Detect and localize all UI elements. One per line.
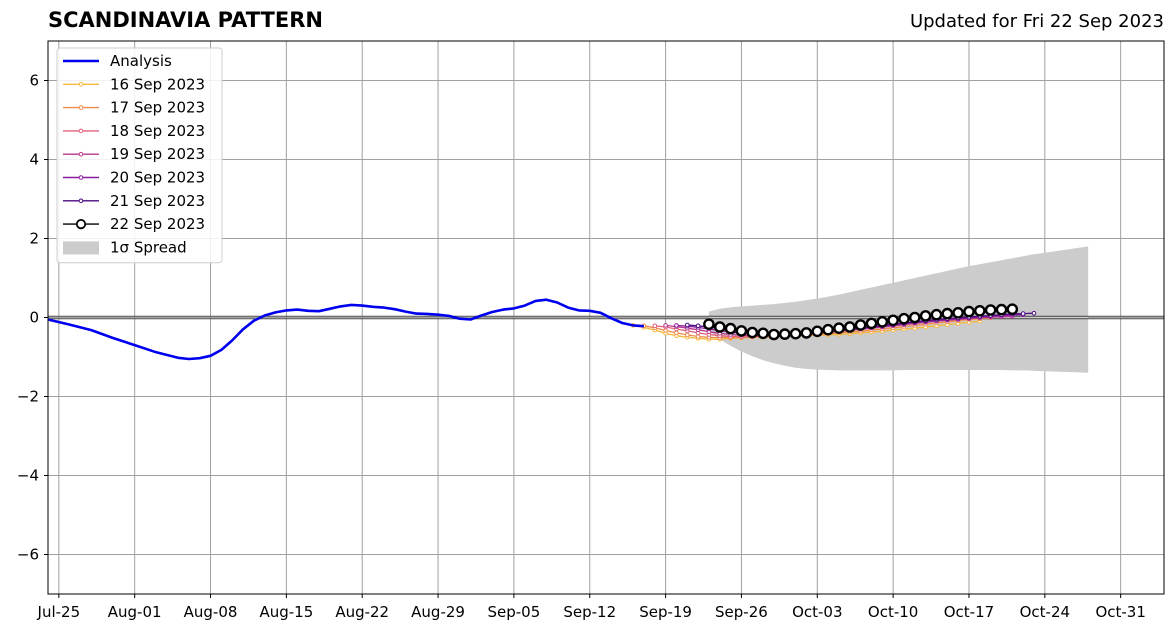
series-group (47, 298, 1037, 361)
forecast-point (919, 310, 932, 322)
forecast-point (674, 330, 679, 336)
x-tick-label: Sep-05 (488, 603, 541, 621)
legend-label: 21 Sep 2023 (110, 192, 205, 210)
forecast-point (844, 321, 856, 333)
legend-entry: 19 Sep 2023 (63, 145, 205, 163)
legend: Analysis 16 Sep 2023 17 Sep 2023 18 Sep 202… (56, 47, 223, 264)
forecast-point (724, 322, 737, 335)
chart-updated-subtitle: Updated for Fri 22 Sep 2023 (909, 11, 1164, 32)
x-tick-label: Aug-01 (108, 603, 162, 621)
legend-box (56, 47, 223, 264)
y-axis: −6 −4 −2 0 2 4 6 (17, 72, 48, 564)
x-tick-label: Aug-22 (335, 603, 389, 621)
legend-entry: 16 Sep 2023 (63, 75, 205, 93)
forecast-point (995, 303, 1008, 316)
legend-marker (78, 128, 84, 134)
legend-marker (78, 105, 84, 110)
chart-title: SCANDINAVIA PATTERN (48, 8, 323, 32)
legend-marker (78, 151, 84, 157)
forecast-point (768, 328, 780, 341)
forecast-point (952, 306, 964, 319)
spread-band (708, 246, 1089, 373)
forecast-point (876, 315, 889, 328)
forecast-point (685, 332, 690, 338)
legend-label: Analysis (110, 52, 172, 70)
legend-marker (78, 198, 84, 204)
legend-entry: 17 Sep 2023 (63, 99, 205, 117)
x-tick-label: Oct-03 (792, 603, 842, 621)
x-tick-label: Jul-25 (37, 603, 81, 621)
y-tick-label: −4 (17, 467, 39, 485)
forecast-point (703, 318, 715, 331)
legend-label: 20 Sep 2023 (110, 169, 205, 187)
analysis-line (47, 298, 644, 361)
legend-label: 19 Sep 2023 (110, 145, 205, 163)
x-tick-label: Aug-29 (411, 603, 465, 621)
forecast-point (887, 314, 899, 327)
y-tick-label: 2 (29, 230, 39, 248)
x-axis: Jul-25 Aug-01 Aug-08 Aug-15 Aug-22 Aug-29 Sep-… (37, 594, 1146, 621)
legend-entry: Analysis (63, 52, 172, 70)
forecast-point (822, 323, 834, 336)
forecast-point (800, 327, 813, 339)
forecast-point (941, 307, 954, 320)
forecast-point (735, 325, 748, 337)
forecast-point (811, 325, 824, 338)
forecast-point (674, 323, 679, 328)
forecast-point (652, 323, 658, 329)
x-tick-label: Aug-15 (259, 603, 313, 621)
y-tick-label: −6 (17, 546, 39, 564)
forecast-point (909, 311, 921, 324)
legend-label: 16 Sep 2023 (110, 75, 205, 93)
forecast-point (984, 304, 997, 316)
forecast-point (746, 326, 759, 339)
forecast-point (930, 308, 943, 321)
x-tick-label: Aug-08 (184, 603, 238, 621)
x-tick-label: Sep-19 (639, 603, 692, 621)
forecast-point (695, 334, 701, 339)
forecast-point (1006, 303, 1019, 316)
forecast-point (695, 323, 701, 329)
forecast-point (865, 317, 878, 330)
forecast-point (974, 304, 986, 317)
x-tick-label: Oct-31 (1095, 603, 1145, 621)
forecast-point (898, 312, 910, 325)
forecast-point (714, 321, 726, 333)
forecast-point (757, 327, 769, 340)
legend-entry: 21 Sep 2023 (63, 192, 205, 210)
legend-swatch (63, 241, 99, 255)
forecast-point (685, 322, 690, 328)
legend-marker (75, 219, 87, 230)
forecast-point (1020, 311, 1026, 316)
y-tick-label: 0 (29, 309, 39, 327)
y-tick-label: −2 (17, 388, 39, 406)
y-tick-label: 4 (29, 151, 39, 169)
legend-label: 17 Sep 2023 (110, 99, 205, 117)
x-tick-label: Oct-24 (1020, 603, 1070, 621)
forecast-point (663, 323, 668, 328)
forecast-point (1031, 310, 1037, 316)
legend-entry: 18 Sep 2023 (63, 122, 205, 140)
legend-label: 18 Sep 2023 (110, 122, 205, 140)
x-tick-label: Sep-26 (715, 603, 768, 621)
forecast-point (779, 328, 791, 340)
legend-entry: 20 Sep 2023 (63, 169, 205, 187)
legend-entry: 22 Sep 2023 (63, 215, 205, 233)
forecast-point (789, 327, 802, 340)
forecast-point (963, 305, 975, 318)
legend-marker (78, 175, 84, 180)
forecast-point (833, 322, 845, 335)
grid (48, 41, 1164, 594)
legend-label: 22 Sep 2023 (110, 215, 205, 233)
y-tick-label: 6 (29, 72, 39, 90)
x-tick-label: Sep-12 (563, 603, 616, 621)
x-tick-label: Oct-17 (944, 603, 994, 621)
legend-label: 1σ Spread (110, 238, 187, 256)
spread-area (708, 246, 1089, 373)
x-tick-label: Oct-10 (868, 603, 918, 621)
legend-marker (78, 82, 84, 87)
legend-entry: 1σ Spread (63, 238, 187, 256)
forecast-point (854, 319, 867, 331)
